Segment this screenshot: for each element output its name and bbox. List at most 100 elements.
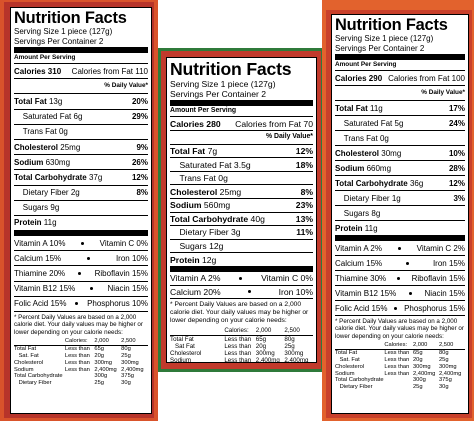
vitamin: Calcium 15% xyxy=(335,258,383,268)
vitamin-row: Calcium 15% Iron 15% xyxy=(335,255,465,270)
serving-size: Serving Size 1 piece (127g) xyxy=(335,34,434,44)
vitamin: Riboflavin 15% xyxy=(411,273,465,283)
daily-value-row: % Daily Value* xyxy=(14,78,148,93)
table-value: 25g xyxy=(284,342,295,350)
vitamin: Thiamine 20% xyxy=(14,269,66,279)
table-header: 2,500 xyxy=(284,327,313,336)
nutrient-dv: 11% xyxy=(296,227,313,238)
table-value: 65g xyxy=(412,350,423,357)
table-row-name: Sodium xyxy=(335,370,355,377)
table-row-name: Cholesterol xyxy=(14,359,44,366)
nutrient-dv: 20% xyxy=(131,96,148,106)
table-header: Calories: xyxy=(224,327,256,336)
table-row-name: Sodium xyxy=(14,366,34,373)
nutrient-amount: 12g xyxy=(209,241,224,252)
table-value: 80g xyxy=(121,346,131,353)
bullet xyxy=(406,261,410,265)
table-value: 375g xyxy=(121,373,134,380)
table-header: 2,500 xyxy=(121,338,148,347)
vitamin: Calcium 15% xyxy=(14,253,62,263)
table-row-name: Total Fat xyxy=(14,346,37,353)
table-value: 30g xyxy=(438,384,449,391)
table-row-name: Total Fat xyxy=(170,335,194,343)
nutrient-amount: 11g xyxy=(364,223,378,233)
nutrient-row: Cholesterol 25mg 9% xyxy=(14,138,148,154)
table-value: 65g xyxy=(94,346,104,353)
nutrient-row: Trans Fat 0g xyxy=(170,170,313,185)
table-value: 25g xyxy=(438,357,449,364)
nutrient-name: Saturated Fat xyxy=(22,112,72,122)
vitamin: Vitamin B12 15% xyxy=(14,284,76,294)
bullet xyxy=(78,272,82,276)
nutrient-name: Sodium xyxy=(170,200,202,211)
table-qualifier: Less than xyxy=(384,370,410,377)
nutrient-amount: 37g xyxy=(88,172,103,182)
table-value: 300mg xyxy=(284,350,304,358)
table-header: 2,000 xyxy=(94,338,122,347)
nutrient-row: Saturated Fat 3.5g 18% xyxy=(170,157,313,171)
nutrient: Total Fat 7g xyxy=(170,146,217,156)
nutrient-dv: 8% xyxy=(300,186,313,197)
nutrient-row: Sugars 9g xyxy=(14,199,148,215)
nutrient-row: Dietary Fiber 1g 3% xyxy=(335,190,465,205)
nutrient-amount: 0g xyxy=(58,127,68,137)
nutrient-name: Total Carbohydrate xyxy=(170,213,249,224)
nutrient-row: Total Fat 7g 12% xyxy=(170,143,313,158)
table-value: 65g xyxy=(255,335,267,343)
nutrient-dv: 12% xyxy=(448,178,465,188)
nutrient: Protein 11g xyxy=(14,218,57,227)
nutrient-amount: 3g xyxy=(231,227,241,238)
nutrient-row: Trans Fat 0g xyxy=(14,123,148,139)
nutrient-name: Trans Fat xyxy=(22,127,57,137)
calories: Calories 290 xyxy=(335,73,383,83)
vitamin: Vitamin B12 15% xyxy=(335,288,397,298)
table-row-name: Sat Fat xyxy=(174,342,195,350)
nutrient: Protein 11g xyxy=(335,224,378,233)
nutrient-row: Dietary Fiber 3g 11% xyxy=(170,225,313,239)
vitamin: Vitamin C 0% xyxy=(261,273,313,284)
vitamin-row: Thiamine 20% Riboflavin 15% xyxy=(14,265,148,280)
table-value: 80g xyxy=(284,335,295,343)
vitamin: Riboflavin 15% xyxy=(94,269,148,279)
vitamin-row: Vitamin B12 15% Niacin 15% xyxy=(335,285,465,300)
vitamin: Iron 15% xyxy=(432,258,465,268)
nutrient-name: Total Carbohydrate xyxy=(14,172,87,182)
daily-value-table: Calories: 2,000 2,500 Total Fat Less than 65g… xyxy=(170,327,313,363)
bullet xyxy=(75,302,79,306)
vitamin-row: Vitamin B12 15% Niacin 15% xyxy=(14,280,148,296)
table-qualifier: Less than xyxy=(384,363,410,370)
table-row-name: Sodium xyxy=(170,357,191,363)
nutrient-row: Protein 11g xyxy=(335,220,465,242)
nutrient-row: Total Carbohydrate 40g 13% xyxy=(170,211,313,226)
table-spacer xyxy=(170,327,225,336)
nutrient-name: Protein xyxy=(335,223,363,233)
nutrient-row: Total Carbohydrate 36g 12% xyxy=(335,175,465,190)
nutrient-row: Cholesterol 30mg 10% xyxy=(335,145,465,160)
table-row-name: Total Fat xyxy=(335,350,358,357)
nutrient-name: Saturated Fat xyxy=(343,118,393,128)
nutrient-amount: 0g xyxy=(379,133,389,143)
nutrient-name: Cholesterol xyxy=(335,148,380,158)
nutrient-amount: 560mg xyxy=(203,200,231,211)
calories-row: Calories 290 Calories from Fat 100 xyxy=(335,70,465,85)
table-value: 25g xyxy=(94,380,104,387)
vitamin: Vitamin A 2% xyxy=(335,243,382,253)
nutrient-name: Sodium xyxy=(14,157,44,167)
calories: Calories 280 xyxy=(170,118,221,129)
nutrient: Saturated Fat 3.5g xyxy=(179,160,250,170)
vitamin: Folic Acid 15% xyxy=(335,303,388,313)
nutrient-amount: 25mg xyxy=(60,142,81,152)
vitamin: Calcium 20% xyxy=(170,286,221,297)
calories-row: Calories 280 Calories from Fat 70 xyxy=(170,116,313,130)
nutrient-amount: 8g xyxy=(371,208,381,218)
nutrient-dv: 12% xyxy=(295,145,313,156)
table-value: 20g xyxy=(94,353,104,360)
vitamin: Phosphorus 15% xyxy=(404,303,465,313)
table-qualifier: Less than xyxy=(64,346,90,353)
nutrient: Dietary Fiber 2g xyxy=(23,188,80,197)
nutrient: Total Carbohydrate 40g xyxy=(170,214,265,224)
nutrient-row: Sodium 560mg 23% xyxy=(170,198,313,212)
nutrient-name: Total Fat xyxy=(170,145,206,156)
nutrient-name: Total Fat xyxy=(14,96,47,106)
